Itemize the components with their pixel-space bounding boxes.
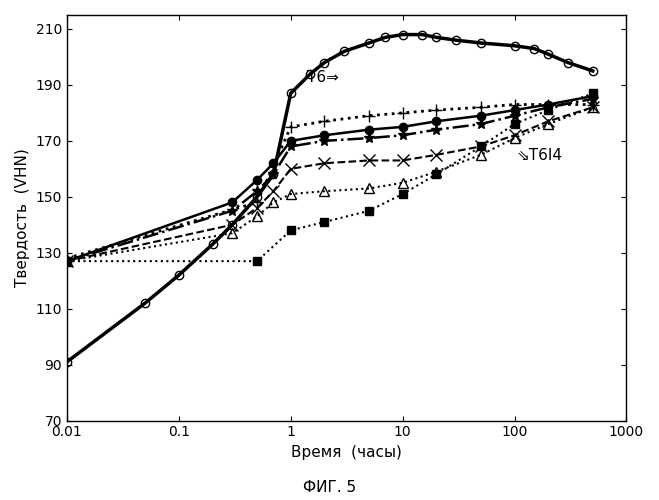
Text: T6⇒: T6⇒ — [307, 70, 339, 85]
Text: ⇘T6I4: ⇘T6I4 — [517, 148, 563, 164]
X-axis label: Время  (часы): Время (часы) — [291, 445, 402, 460]
Y-axis label: Твердость  (VHN): Твердость (VHN) — [15, 148, 30, 287]
Text: ФИГ. 5: ФИГ. 5 — [303, 480, 356, 495]
